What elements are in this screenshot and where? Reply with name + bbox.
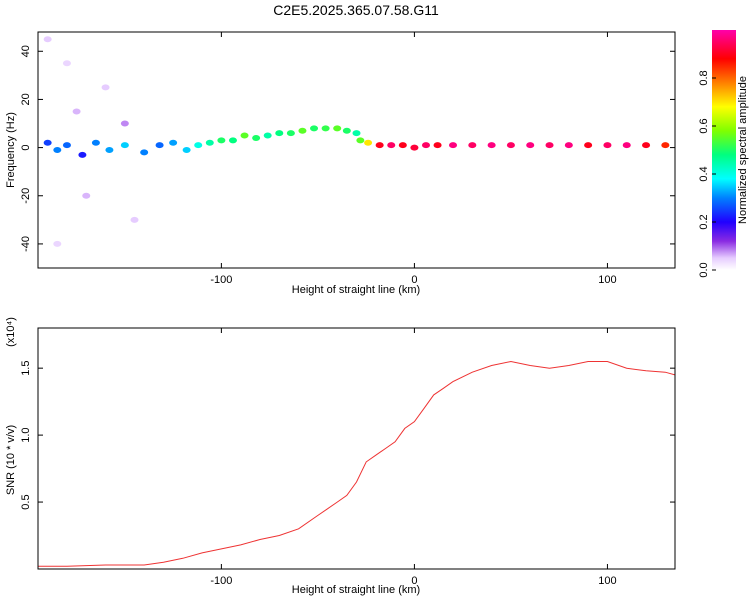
spectrogram-point — [356, 137, 365, 144]
colorbar-ticks: 0.0 0.2 0.4 0.6 0.8 — [698, 70, 716, 278]
spectrogram-point — [205, 139, 214, 146]
spectrogram-point — [43, 36, 52, 43]
snr-x-ticks: -100 0 100 — [210, 328, 617, 587]
spectrogram-point — [387, 142, 396, 149]
spectrogram-point — [155, 142, 164, 149]
colorbar-tick-label: 0.0 — [698, 262, 710, 277]
y-tick-label: 40 — [20, 45, 32, 57]
y-tick-label: 1.0 — [20, 427, 32, 442]
spectrogram-point — [487, 142, 496, 149]
spectrogram-point — [101, 84, 110, 91]
colorbar-gradient — [712, 30, 736, 270]
spectrogram-point — [333, 125, 342, 132]
spectrogram-point — [449, 142, 458, 149]
snr-plot-area — [38, 328, 675, 569]
spectrogram-panel: -100 0 100 -40 -20 0 20 40 Height of straight … — [5, 31, 676, 296]
spectrogram-point — [62, 60, 71, 67]
spectrogram-point — [352, 130, 361, 137]
spectrogram-point — [506, 142, 515, 149]
spectrogram-point — [72, 108, 81, 115]
spectrogram-point — [78, 151, 87, 158]
spectrogram-point — [603, 142, 612, 149]
spectrogram-y-axis-label: Frequency (Hz) — [5, 112, 17, 188]
spectrogram-point — [468, 142, 477, 149]
y-tick-label: -20 — [20, 188, 32, 204]
snr-scale-label: (x10⁴) — [5, 317, 17, 347]
spectrogram-point — [82, 192, 91, 199]
y-tick-label: 20 — [20, 93, 32, 105]
spectrogram-point — [421, 142, 430, 149]
spectrogram-point — [105, 147, 114, 153]
colorbar-label: Normalized spectral amplitude — [737, 76, 749, 224]
spectrogram-point — [310, 125, 319, 132]
spectrogram-point — [240, 132, 249, 139]
x-tick-label: 100 — [598, 274, 616, 286]
spectrogram-point — [398, 142, 407, 149]
spectrogram-point — [298, 127, 307, 134]
spectrogram-point — [661, 142, 670, 149]
x-tick-label: 0 — [411, 575, 417, 587]
spectrogram-point — [526, 142, 535, 149]
spectrogram-point — [564, 142, 573, 149]
spectrogram-point — [228, 137, 237, 144]
x-tick-label: 100 — [598, 575, 616, 587]
spectrogram-point — [53, 147, 62, 153]
spectrogram-point — [217, 137, 226, 144]
spectrogram-point — [622, 142, 631, 149]
y-tick-label: 0 — [20, 145, 32, 151]
spectrogram-x-ticks: -100 0 100 — [210, 32, 617, 286]
y-tick-label: 0.5 — [20, 494, 32, 509]
spectrogram-point — [342, 127, 351, 134]
y-tick-label: -40 — [20, 236, 32, 252]
spectrogram-point — [130, 216, 139, 223]
colorbar-tick-label: 0.6 — [698, 118, 710, 133]
spectrogram-point — [62, 142, 71, 149]
spectrogram-point — [433, 142, 442, 149]
chart-title: C2E5.2025.365.07.58.G11 — [273, 2, 439, 18]
spectrogram-point — [120, 120, 129, 127]
spectrogram-point — [364, 139, 373, 146]
spectrogram-point — [252, 134, 261, 141]
spectrogram-frame — [37, 31, 676, 269]
spectrogram-point — [263, 132, 272, 139]
snr-y-axis-label: SNR (10 * v/v) — [5, 425, 17, 495]
colorbar-tick-label: 0.8 — [698, 70, 710, 85]
spectrogram-point — [545, 142, 554, 149]
snr-frame — [37, 327, 676, 570]
spectrogram-point — [43, 139, 52, 146]
snr-x-axis-label: Height of straight line (km) — [292, 584, 420, 596]
spectrogram-point — [169, 139, 178, 146]
spectrogram-point — [321, 125, 330, 132]
y-tick-label: 1.5 — [20, 361, 32, 376]
spectrogram-points — [43, 36, 670, 247]
snr-series-line — [38, 360, 675, 567]
colorbar-tick-label: 0.4 — [698, 166, 710, 181]
spectrogram-point — [410, 144, 419, 151]
colorbar: 0.0 0.2 0.4 0.6 0.8 Normalized spectral ampl… — [698, 30, 749, 278]
x-tick-label: -100 — [210, 575, 232, 587]
spectrogram-point — [275, 130, 284, 137]
spectrogram-point — [194, 142, 203, 149]
spectrogram-point — [91, 139, 100, 146]
spectrogram-x-axis-label: Height of straight line (km) — [292, 284, 420, 296]
spectrogram-point — [53, 240, 62, 247]
spectrogram-point — [642, 142, 651, 149]
snr-panel: -100 0 100 0.5 1.0 1.5 Height of straight li… — [5, 317, 676, 596]
spectrogram-point — [286, 130, 295, 137]
colorbar-tick-label: 0.2 — [698, 214, 710, 229]
spectrogram-point — [140, 149, 149, 156]
spectrogram-point — [584, 142, 593, 149]
spectrogram-point — [182, 147, 191, 153]
snr-y-ticks: 0.5 1.0 1.5 — [20, 361, 675, 510]
spectrogram-point — [120, 142, 129, 149]
x-tick-label: -100 — [210, 274, 232, 286]
spectrogram-plot-area — [38, 32, 675, 268]
spectrogram-point — [375, 142, 384, 149]
x-tick-label: 0 — [411, 274, 417, 286]
spectrogram-y-ticks: -40 -20 0 20 40 — [20, 45, 675, 252]
